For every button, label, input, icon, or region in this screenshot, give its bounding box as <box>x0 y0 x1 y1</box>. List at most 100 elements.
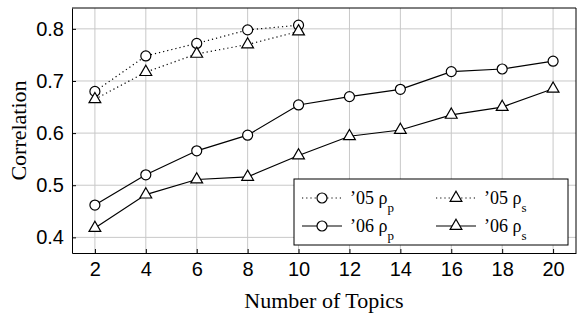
grid-line-x <box>94 8 95 253</box>
point <box>293 149 305 159</box>
y-tick-mark <box>72 185 76 186</box>
x-tick: 10 <box>288 249 310 280</box>
point <box>294 100 304 110</box>
point-group <box>293 149 305 159</box>
y-tick-mark <box>72 81 76 82</box>
x-tick-mark <box>197 249 198 253</box>
legend: ’05 ρp ’05 ρs ’06 ρp ’06 ρs <box>294 179 568 245</box>
point <box>445 108 457 118</box>
x-tick-mark <box>451 249 452 253</box>
point-group <box>395 84 405 94</box>
series-group <box>89 20 559 231</box>
point-group <box>140 188 152 198</box>
point-group <box>446 67 456 77</box>
grid-line-y <box>72 80 576 81</box>
point-group <box>496 100 508 110</box>
y-axis-line <box>72 9 73 254</box>
x-tick-label: 2 <box>90 258 101 280</box>
legend-entry: ’05 ρp <box>302 188 394 215</box>
x-tick-label: 20 <box>542 258 564 280</box>
point-group <box>344 92 354 102</box>
point-group <box>243 25 253 35</box>
x-tick-label: 14 <box>390 258 412 280</box>
point <box>548 56 558 66</box>
point-group <box>141 51 151 61</box>
point <box>496 100 508 110</box>
point <box>293 25 305 35</box>
point-group <box>242 170 254 180</box>
point-group <box>141 170 151 180</box>
series-line <box>95 31 299 99</box>
y-axis: 0.4 0.5 0.6 0.7 0.8 <box>36 9 76 254</box>
legend-marker <box>317 193 327 203</box>
y-tick-label: 0.5 <box>36 174 64 196</box>
point-group <box>445 108 457 118</box>
point <box>242 170 254 180</box>
x-axis-title: Number of Topics <box>244 288 403 313</box>
x-tick-mark <box>502 249 503 253</box>
point <box>395 84 405 94</box>
point <box>192 146 202 156</box>
x-tick: 16 <box>441 249 463 280</box>
x-tick-label: 8 <box>243 258 254 280</box>
point-group <box>394 123 406 133</box>
y-tick: 0.6 <box>36 122 76 144</box>
y-tick-label: 0.6 <box>36 122 64 144</box>
legend-entry: ’06 ρp <box>302 216 394 243</box>
chart: 24681012141618200.40.50.60.70.8’05 ρp’05… <box>0 0 584 336</box>
series-line <box>95 25 299 91</box>
legend-label: ’05 ρs <box>484 188 527 215</box>
point <box>141 51 151 61</box>
point <box>89 92 101 102</box>
point-group <box>89 221 101 231</box>
x-tick: 4 <box>141 249 152 280</box>
grid-line-x <box>145 8 146 253</box>
grid-line-y <box>72 28 576 29</box>
legend-marker <box>450 191 462 201</box>
x-tick-label: 4 <box>141 258 152 280</box>
x-tick-mark <box>95 249 96 253</box>
legend-marker-group <box>450 191 462 201</box>
point <box>243 130 253 140</box>
point-group <box>497 64 507 74</box>
point-group <box>243 130 253 140</box>
legend-marker <box>450 219 462 229</box>
point <box>394 123 406 133</box>
y-tick: 0.4 <box>36 226 76 248</box>
point <box>191 47 203 57</box>
x-axis-line <box>73 253 577 254</box>
y-tick-label: 0.4 <box>36 226 64 248</box>
y-tick-label: 0.7 <box>36 70 64 92</box>
y-tick-mark <box>72 237 76 238</box>
x-tick-label: 12 <box>339 258 361 280</box>
y-axis-title: Correlation <box>6 80 31 180</box>
legend-label: ’06 ρs <box>484 216 527 243</box>
legend-entry: ’05 ρs <box>436 188 527 215</box>
point <box>191 173 203 183</box>
y-tick: 0.7 <box>36 70 76 92</box>
x-tick: 8 <box>243 249 254 280</box>
frame <box>72 8 576 9</box>
x-tick: 12 <box>339 249 361 280</box>
point <box>141 170 151 180</box>
x-tick-mark <box>349 249 350 253</box>
x-axis: 2468101214161820 <box>73 249 577 280</box>
point <box>243 25 253 35</box>
point-group <box>89 92 101 102</box>
point <box>547 82 559 92</box>
point-group <box>547 82 559 92</box>
x-tick: 6 <box>192 249 203 280</box>
grid-line-y <box>72 133 576 134</box>
x-tick: 20 <box>542 249 564 280</box>
point-group <box>191 173 203 183</box>
point <box>89 221 101 231</box>
legend-marker-group <box>317 193 327 203</box>
x-tick-mark <box>299 249 300 253</box>
point <box>140 188 152 198</box>
x-tick-label: 16 <box>441 258 463 280</box>
point <box>90 200 100 210</box>
y-tick: 0.8 <box>36 18 76 40</box>
legend-box <box>294 179 568 245</box>
point-group <box>242 38 254 48</box>
legend-label: ’05 ρp <box>350 188 394 215</box>
